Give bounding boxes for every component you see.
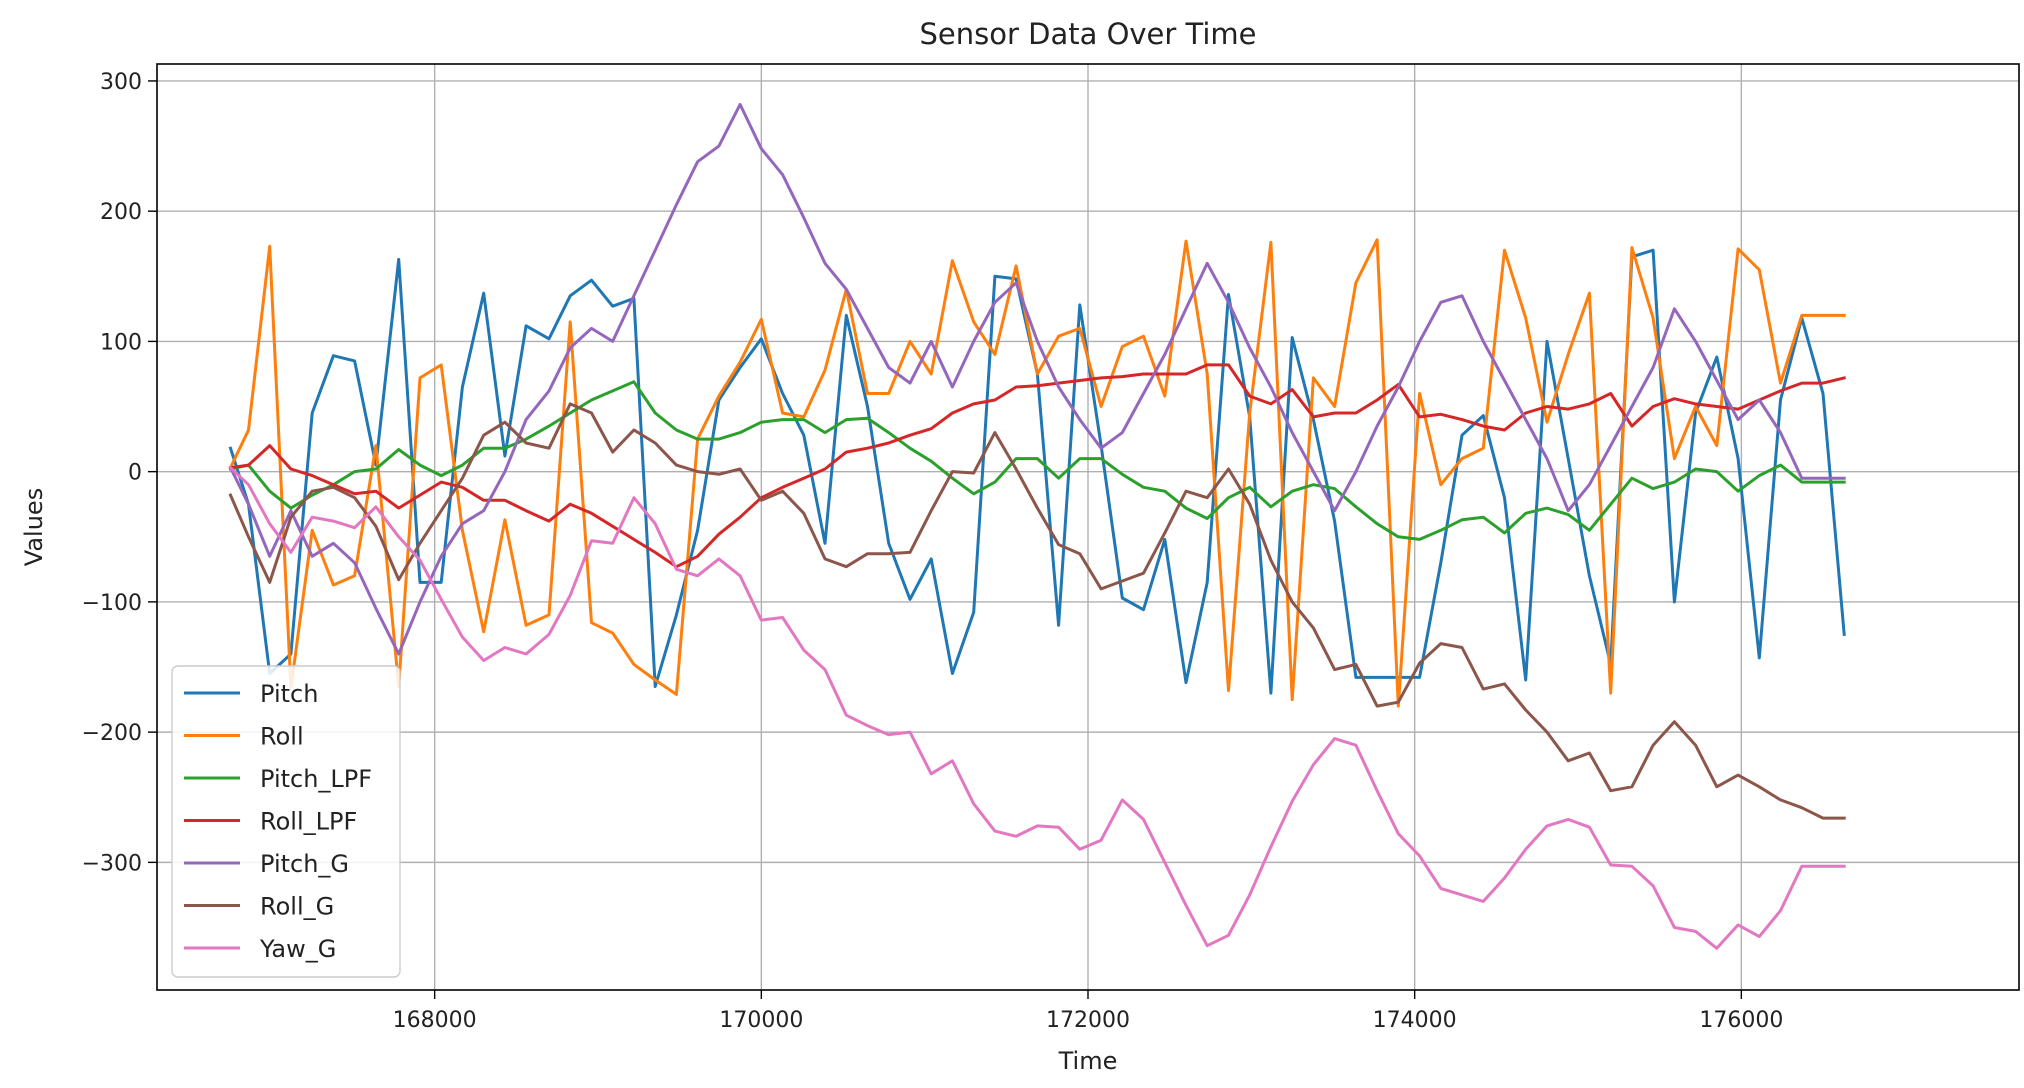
- series-lines: [228, 102, 1847, 950]
- legend-label: Roll_LPF: [260, 808, 357, 836]
- y-tick-label: 0: [128, 461, 142, 486]
- series-line-roll-g: [228, 402, 1846, 820]
- y-tick-label: −300: [82, 851, 142, 876]
- legend-label: Pitch: [260, 680, 318, 708]
- legend-entry: Roll_LPF: [184, 808, 357, 836]
- x-tick-label: 170000: [719, 1008, 803, 1033]
- x-tick-label: 176000: [1699, 1008, 1783, 1033]
- series-line-roll-lpf: [228, 363, 1847, 569]
- y-tick-label: 100: [100, 330, 142, 355]
- series-line-yaw-g: [228, 465, 1846, 950]
- legend-label: Yaw_G: [259, 935, 336, 963]
- x-axis-ticks: 168000 170000 172000 174000 176000: [393, 990, 1783, 1033]
- legend-entry: Pitch_G: [184, 850, 349, 878]
- legend-entry: Roll_G: [184, 893, 334, 921]
- legend-entry: Roll: [184, 723, 304, 751]
- series-line-pitch-lpf: [228, 380, 1846, 541]
- legend-entry: Pitch_LPF: [184, 765, 372, 793]
- grid-lines: [157, 64, 2019, 990]
- legend-entry: Pitch: [184, 680, 318, 708]
- legend-entry: Yaw_G: [184, 935, 336, 963]
- x-tick-label: 174000: [1373, 1008, 1457, 1033]
- x-axis-label: Time: [1058, 1047, 1118, 1075]
- chart-title: Sensor Data Over Time: [919, 17, 1256, 51]
- legend-label: Pitch_LPF: [260, 765, 372, 793]
- legend: Pitch Roll Pitch_LPF Roll_LPF Pitch_G Roll_G Y…: [171, 665, 401, 978]
- legend-label: Roll_G: [260, 893, 334, 921]
- legend-label: Pitch_G: [260, 850, 349, 878]
- legend-label: Roll: [260, 723, 304, 751]
- y-tick-label: 300: [100, 70, 142, 95]
- x-tick-label: 172000: [1046, 1008, 1130, 1033]
- x-tick-label: 168000: [393, 1008, 477, 1033]
- series-line-roll: [228, 238, 1846, 708]
- y-axis-label: Values: [20, 488, 48, 566]
- series-line-pitch-g: [228, 102, 1846, 656]
- y-tick-label: 200: [100, 200, 142, 225]
- y-tick-label: −100: [82, 591, 142, 616]
- legend-box: [171, 665, 401, 978]
- y-tick-label: −200: [82, 721, 142, 746]
- y-axis-ticks: −300 −200 −100 0 100 200 300: [82, 70, 157, 876]
